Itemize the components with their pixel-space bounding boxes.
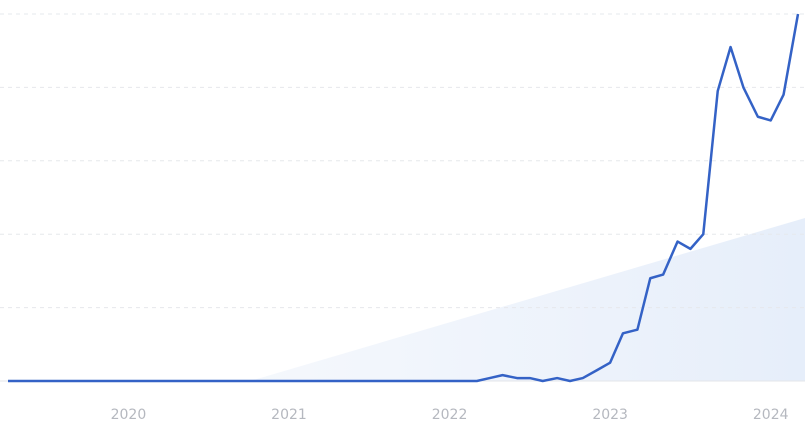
x-tick-label: 2020	[111, 407, 147, 423]
background-shape	[250, 218, 805, 381]
x-tick-label: 2024	[753, 407, 789, 423]
x-tick-label: 2021	[271, 407, 307, 423]
data-line	[8, 13, 800, 383]
x-tick-label: 2023	[592, 407, 628, 423]
x-tick-label: 2022	[432, 407, 468, 423]
